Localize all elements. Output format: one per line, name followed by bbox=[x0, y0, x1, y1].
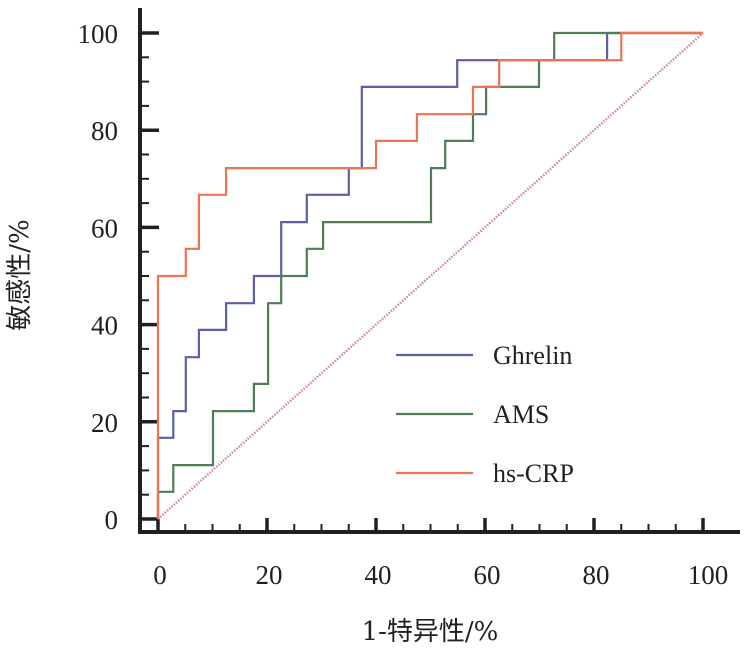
legend: Ghrelin AMS hs-CRP bbox=[396, 341, 574, 488]
y-tick-label: 100 bbox=[78, 19, 119, 49]
x-tick-label: 40 bbox=[365, 560, 392, 590]
tick-labels: 0 20 40 60 80 100 0 20 40 60 80 100 bbox=[78, 19, 729, 590]
y-tick-label: 20 bbox=[91, 408, 118, 438]
x-tick-label: 20 bbox=[256, 560, 283, 590]
y-tick-label: 0 bbox=[105, 505, 119, 535]
x-tick-label: 60 bbox=[474, 560, 501, 590]
series-line-hs-crp bbox=[156, 31, 703, 519]
y-tick-label: 40 bbox=[91, 311, 118, 341]
series-group bbox=[156, 31, 703, 519]
reference-diagonal bbox=[157, 32, 704, 520]
y-tick-label: 80 bbox=[91, 116, 118, 146]
x-tick-label: 100 bbox=[688, 560, 729, 590]
axes bbox=[138, 8, 740, 534]
x-tick-label: 0 bbox=[153, 560, 167, 590]
y-axis-title: 敏感性/% bbox=[5, 219, 35, 330]
series-line-ams bbox=[156, 31, 703, 519]
reference-line bbox=[157, 32, 704, 520]
legend-label: AMS bbox=[493, 400, 549, 429]
y-tick-label: 60 bbox=[91, 213, 118, 243]
x-tick-label: 80 bbox=[583, 560, 610, 590]
legend-label: Ghrelin bbox=[493, 341, 572, 370]
x-axis-title: 1-特异性/% bbox=[362, 617, 499, 647]
legend-label: hs-CRP bbox=[493, 459, 574, 488]
